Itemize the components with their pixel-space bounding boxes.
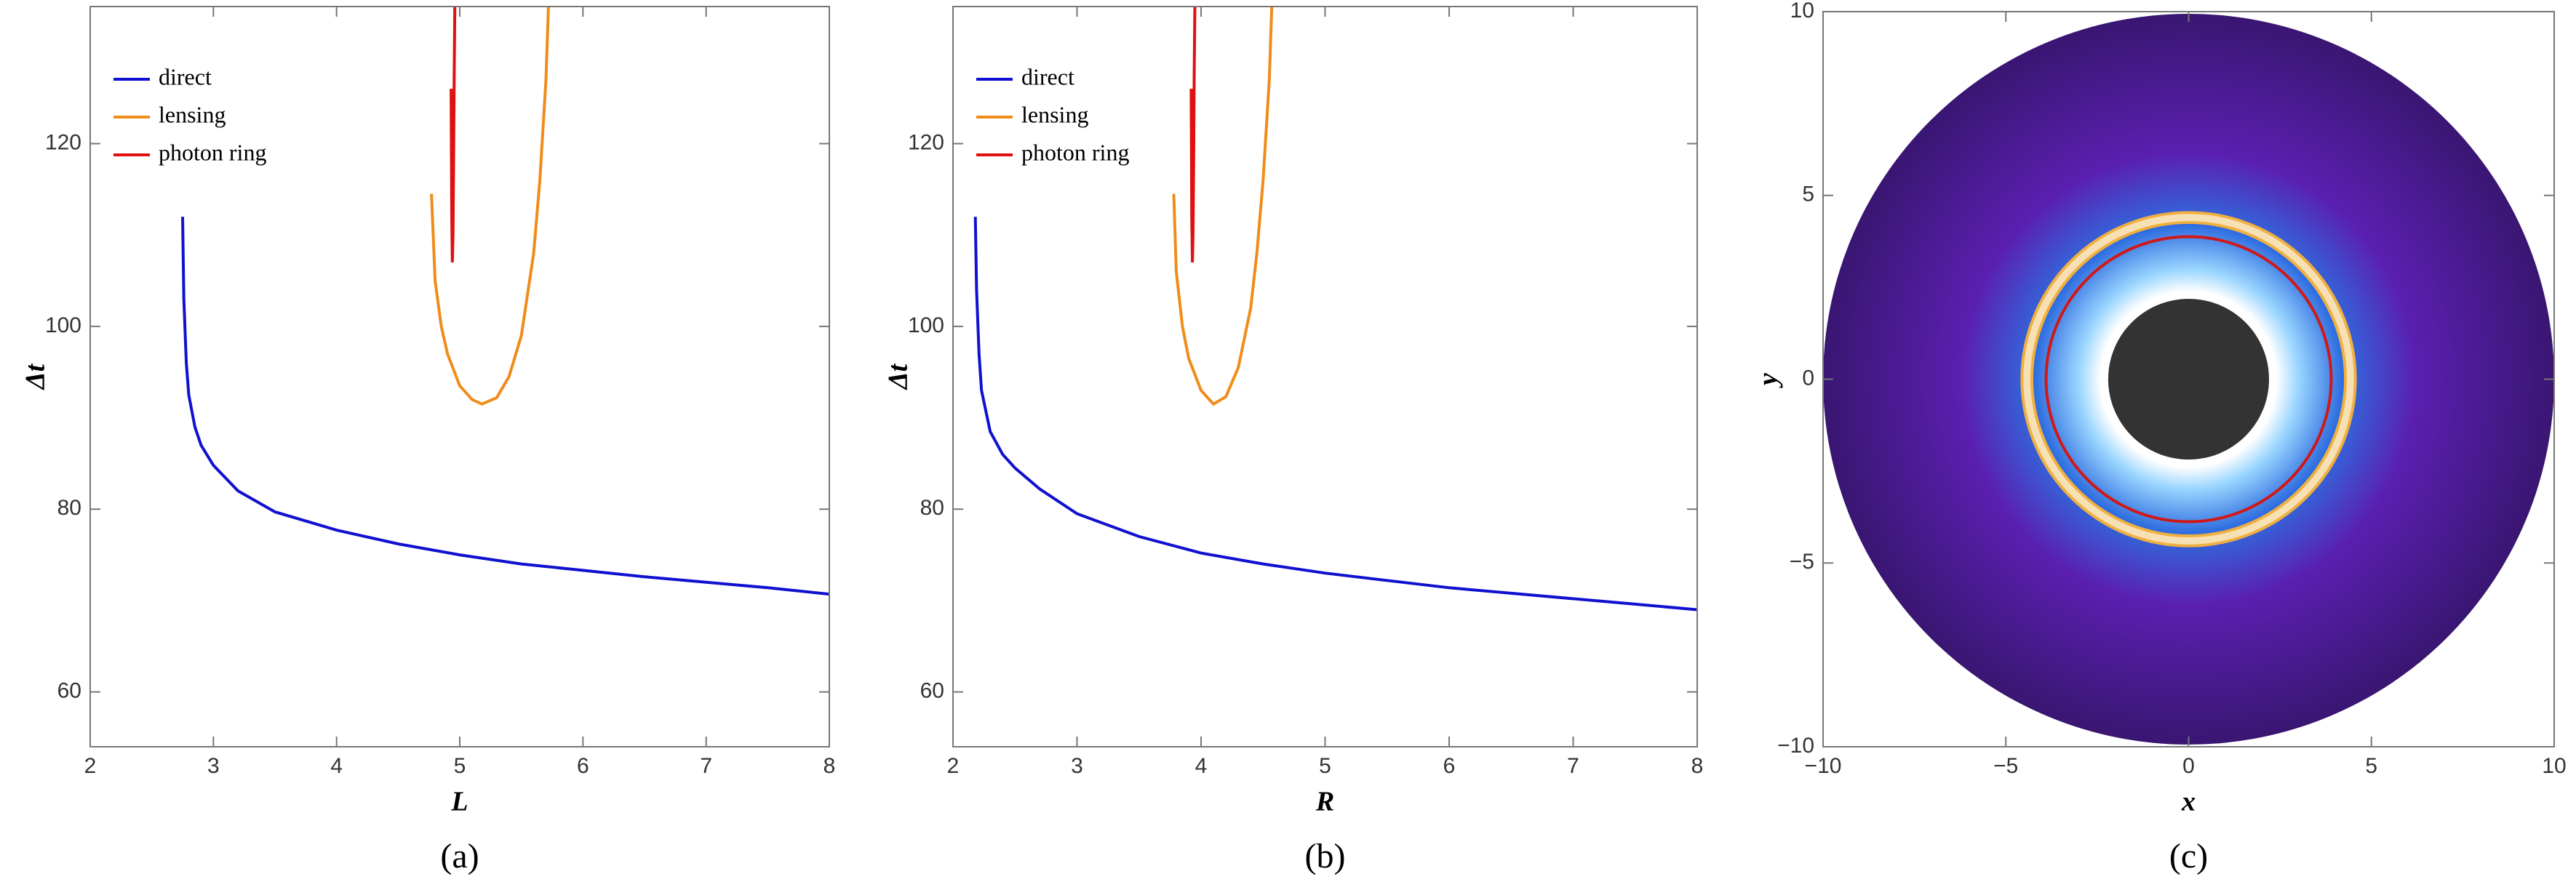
x-tick-label: 2	[84, 754, 97, 778]
plot-area	[181, 7, 829, 596]
legend-label: photon ring	[159, 139, 266, 165]
x-tick-label: −5	[1993, 754, 2018, 778]
photon-ring	[2044, 235, 2333, 524]
x-tick-label: 8	[1691, 754, 1704, 778]
data-line	[1172, 7, 1274, 406]
y-tick-label: 100	[908, 313, 944, 337]
legend-label: direct	[1021, 63, 1074, 89]
y-tick-label: 120	[908, 130, 944, 154]
x-tick-label: 3	[1071, 754, 1083, 778]
y-axis-label: y	[1753, 373, 1784, 388]
legend-label: photon ring	[1021, 139, 1129, 165]
panel: −10 −5 0 5 10 −10 −5 0 5 10 x y (c)	[1753, 0, 2567, 875]
panel: direct lensing photon ring 2 3 4 5 6 7 8 60 80 100 12…	[883, 6, 1704, 875]
y-tick-label: 60	[920, 679, 944, 703]
y-tick-label: −5	[1790, 550, 1814, 574]
plot-area	[1823, 14, 2554, 745]
y-tick-label: 10	[1790, 0, 1814, 23]
y-tick-label: 0	[1802, 366, 1814, 390]
x-tick-label: 5	[454, 754, 466, 778]
x-axis-label: R	[1315, 787, 1334, 817]
data-line	[1189, 7, 1197, 262]
x-tick-label: 5	[2365, 754, 2377, 778]
x-tick-label: 6	[1443, 754, 1456, 778]
y-axis-label: Δt	[20, 363, 51, 390]
x-tick-label: −10	[1805, 754, 1842, 778]
x-tick-label: 0	[2182, 754, 2195, 778]
x-tick-label: 4	[1195, 754, 1208, 778]
data-line	[973, 217, 1697, 612]
caption: (c)	[2169, 837, 2208, 875]
legend-label: direct	[159, 63, 212, 89]
y-tick-label: 100	[45, 313, 81, 337]
y-tick-label: 80	[57, 496, 81, 520]
legend-label: lensing	[1021, 101, 1088, 127]
caption: (b)	[1305, 837, 1346, 875]
y-axis-label: Δt	[883, 363, 914, 390]
x-tick-label: 6	[577, 754, 589, 778]
y-tick-label: −10	[1777, 734, 1814, 758]
x-tick-label: 10	[2542, 754, 2566, 778]
y-tick-label: 120	[45, 130, 81, 154]
data-line	[181, 217, 829, 596]
plot-area	[973, 7, 1697, 612]
lensing-ring-inner	[2023, 214, 2354, 545]
x-axis-label: x	[2181, 787, 2196, 817]
x-tick-label: 4	[330, 754, 343, 778]
x-tick-label: 5	[1319, 754, 1331, 778]
data-line	[430, 7, 550, 406]
caption: (a)	[440, 837, 479, 875]
data-line	[450, 7, 457, 262]
x-tick-label: 7	[1567, 754, 1579, 778]
x-tick-label: 7	[700, 754, 712, 778]
x-tick-label: 8	[824, 754, 836, 778]
x-tick-label: 2	[947, 754, 960, 778]
panel: direct lensing photon ring 2 3 4 5 6 7 8 60 80 100 12…	[20, 6, 836, 875]
x-axis-label: L	[450, 787, 468, 817]
y-tick-label: 60	[57, 679, 81, 703]
x-tick-label: 3	[207, 754, 220, 778]
shadow	[2108, 298, 2270, 460]
y-tick-label: 5	[1802, 183, 1814, 207]
legend-label: lensing	[159, 101, 226, 127]
y-tick-label: 80	[920, 496, 944, 520]
